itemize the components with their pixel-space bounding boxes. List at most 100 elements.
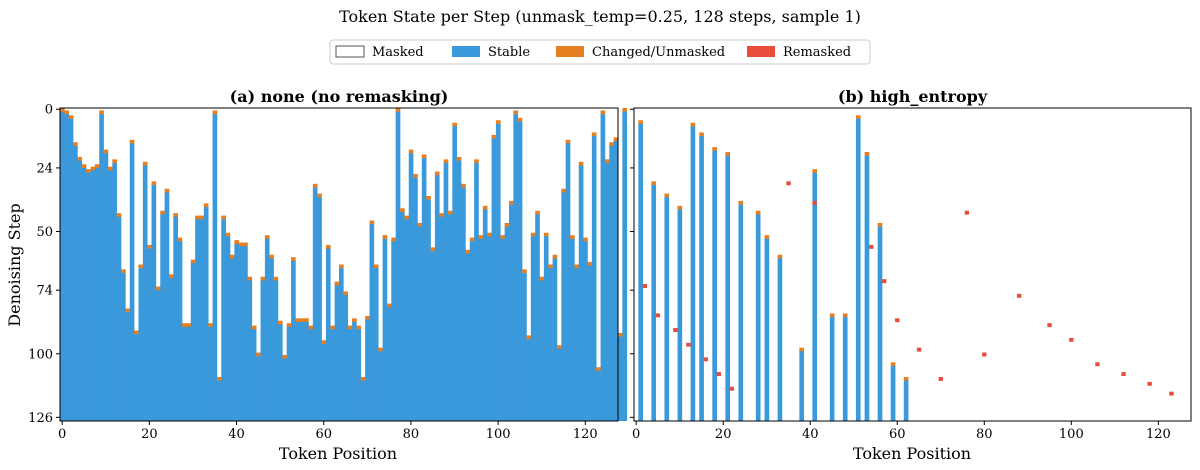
cell-stable	[382, 238, 388, 421]
cell-stable	[664, 197, 670, 421]
cell-stable	[609, 145, 614, 421]
cell-changed	[321, 340, 327, 345]
cell-changed	[273, 276, 279, 281]
cell-stable	[86, 172, 91, 421]
cell-stable	[386, 307, 392, 421]
cell-stable	[469, 241, 475, 421]
cell-stable	[443, 163, 449, 421]
legend-label-3: Remasked	[783, 45, 851, 60]
cell-stable	[452, 126, 458, 421]
cell-stable	[225, 236, 231, 421]
cell-changed	[530, 232, 536, 237]
cell-stable	[447, 214, 453, 421]
cell-stable	[112, 163, 117, 421]
cell-changed	[81, 164, 87, 169]
cell-stable	[421, 158, 427, 421]
cell-stable	[121, 273, 126, 421]
cell-changed	[517, 117, 523, 122]
cell-stable	[535, 214, 540, 421]
cell-remasked	[1121, 372, 1126, 377]
cell-changed	[482, 205, 488, 210]
x-tick-label: 80	[976, 427, 993, 442]
cell-changed	[347, 325, 353, 330]
cell-changed	[64, 110, 70, 115]
cell-stable	[561, 192, 566, 421]
cell-stable	[330, 329, 335, 421]
cell-stable	[125, 312, 131, 421]
cell-changed	[417, 222, 423, 227]
cell-changed	[212, 110, 218, 115]
cell-changed	[147, 244, 152, 249]
cell-stable	[142, 165, 148, 421]
cell-stable	[282, 358, 287, 421]
cell-changed	[177, 237, 183, 242]
x-tick-label: 0	[632, 427, 640, 442]
cell-stable	[539, 280, 545, 421]
heatmap-cells	[638, 115, 1174, 421]
cell-changed	[365, 315, 370, 320]
cell-changed	[651, 181, 657, 186]
cell-stable	[690, 126, 696, 421]
x-axis-title-a: Token Position	[279, 444, 397, 463]
cell-changed	[600, 110, 606, 115]
cell-stable	[173, 216, 179, 421]
cell-changed	[251, 325, 257, 330]
cell-changed	[391, 237, 396, 242]
cell-stable	[238, 246, 244, 421]
cell-changed	[168, 274, 174, 279]
cell-stable	[613, 141, 619, 421]
cell-changed	[725, 152, 731, 156]
cell-changed	[491, 134, 497, 139]
cell-changed	[764, 235, 770, 240]
x-tick-label: 100	[1059, 427, 1084, 442]
cell-changed	[561, 188, 566, 193]
cell-stable	[295, 321, 301, 421]
cell-remasked	[1016, 293, 1022, 298]
cell-stable	[378, 351, 383, 421]
cell-stable	[495, 123, 501, 421]
cell-changed	[291, 257, 296, 262]
cell-stable	[321, 343, 327, 421]
cell-stable	[712, 150, 717, 421]
cell-stable	[517, 121, 523, 421]
cell-changed	[203, 203, 209, 208]
cell-changed	[578, 161, 584, 166]
cell-changed	[452, 122, 458, 127]
cell-remasked	[982, 352, 987, 357]
x-tick-label: 20	[141, 427, 158, 442]
cell-remasked	[642, 284, 648, 288]
cell-changed	[317, 193, 322, 198]
x-tick-label: 100	[486, 427, 511, 442]
cell-changed	[155, 286, 161, 291]
cell-remasked	[686, 342, 691, 347]
x-tick-label: 120	[573, 427, 598, 442]
cell-remasked	[729, 386, 735, 391]
cell-stable	[890, 365, 896, 421]
legend-swatch-3	[747, 46, 775, 57]
x-tick-label: 80	[403, 427, 420, 442]
cell-stable	[556, 348, 562, 421]
legend-label-2: Changed/Unmasked	[592, 45, 725, 60]
cell-stable	[304, 321, 309, 421]
y-axis-title: Denoising Step	[5, 203, 24, 326]
cell-changed	[591, 132, 597, 137]
cell-changed	[373, 264, 379, 269]
cell-stable	[352, 321, 357, 421]
cell-changed	[565, 139, 571, 144]
cell-stable	[155, 290, 161, 421]
cell-stable	[360, 380, 366, 421]
cell-changed	[277, 320, 283, 325]
x-tick-label: 60	[889, 427, 906, 442]
cell-stable	[317, 197, 322, 421]
cell-stable	[369, 224, 375, 421]
cell-stable	[578, 165, 584, 421]
cell-changed	[469, 237, 475, 242]
cell-stable	[509, 204, 514, 421]
cell-stable	[365, 319, 370, 421]
cell-stable	[587, 265, 593, 421]
cell-changed	[68, 115, 74, 120]
cell-stable	[829, 317, 835, 421]
cell-stable	[264, 238, 270, 421]
cell-changed	[799, 347, 805, 352]
